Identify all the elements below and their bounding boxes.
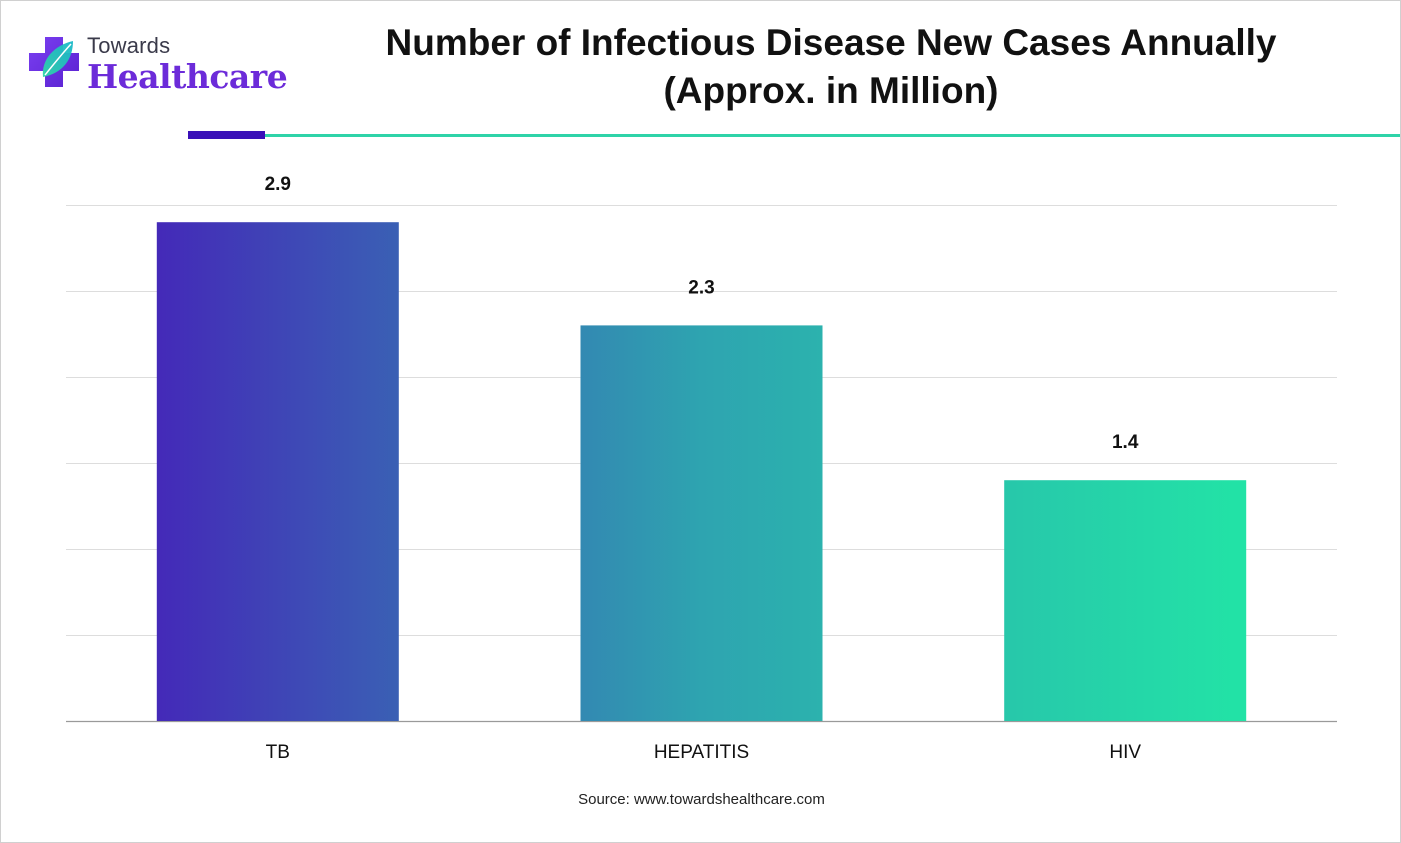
bar-hepatitis <box>580 325 823 721</box>
data-label: 2.9 <box>265 174 291 195</box>
category-label: HEPATITIS <box>654 742 749 763</box>
bar-chart: 2.9 2.3 1.4 TB HEPATITIS HIV <box>66 174 1337 763</box>
data-label: 1.4 <box>1112 432 1139 453</box>
title-underline-rule <box>265 134 1400 137</box>
logo-text-towards: Towards <box>87 33 171 58</box>
bars <box>156 222 1247 721</box>
title-underline-accent <box>188 131 265 139</box>
category-label: HIV <box>1109 742 1141 763</box>
source-note: Source: www.towardshealthcare.com <box>578 791 825 808</box>
data-labels: 2.9 2.3 1.4 <box>265 174 1139 453</box>
category-label: TB <box>266 742 290 763</box>
bar-hiv <box>1004 480 1247 721</box>
data-label: 2.3 <box>688 277 714 298</box>
medical-cross-leaf-icon <box>29 37 79 87</box>
logo-text-healthcare: Healthcare <box>87 57 288 96</box>
brand-logo: Towards Healthcare <box>27 31 288 101</box>
category-axis-labels: TB HEPATITIS HIV <box>266 742 1142 763</box>
chart-title: Number of Infectious Disease New Cases A… <box>301 19 1361 115</box>
chart-title-line-2: (Approx. in Million) <box>663 70 999 111</box>
chart-title-line-1: Number of Infectious Disease New Cases A… <box>385 22 1277 63</box>
bar-tb <box>156 222 399 721</box>
